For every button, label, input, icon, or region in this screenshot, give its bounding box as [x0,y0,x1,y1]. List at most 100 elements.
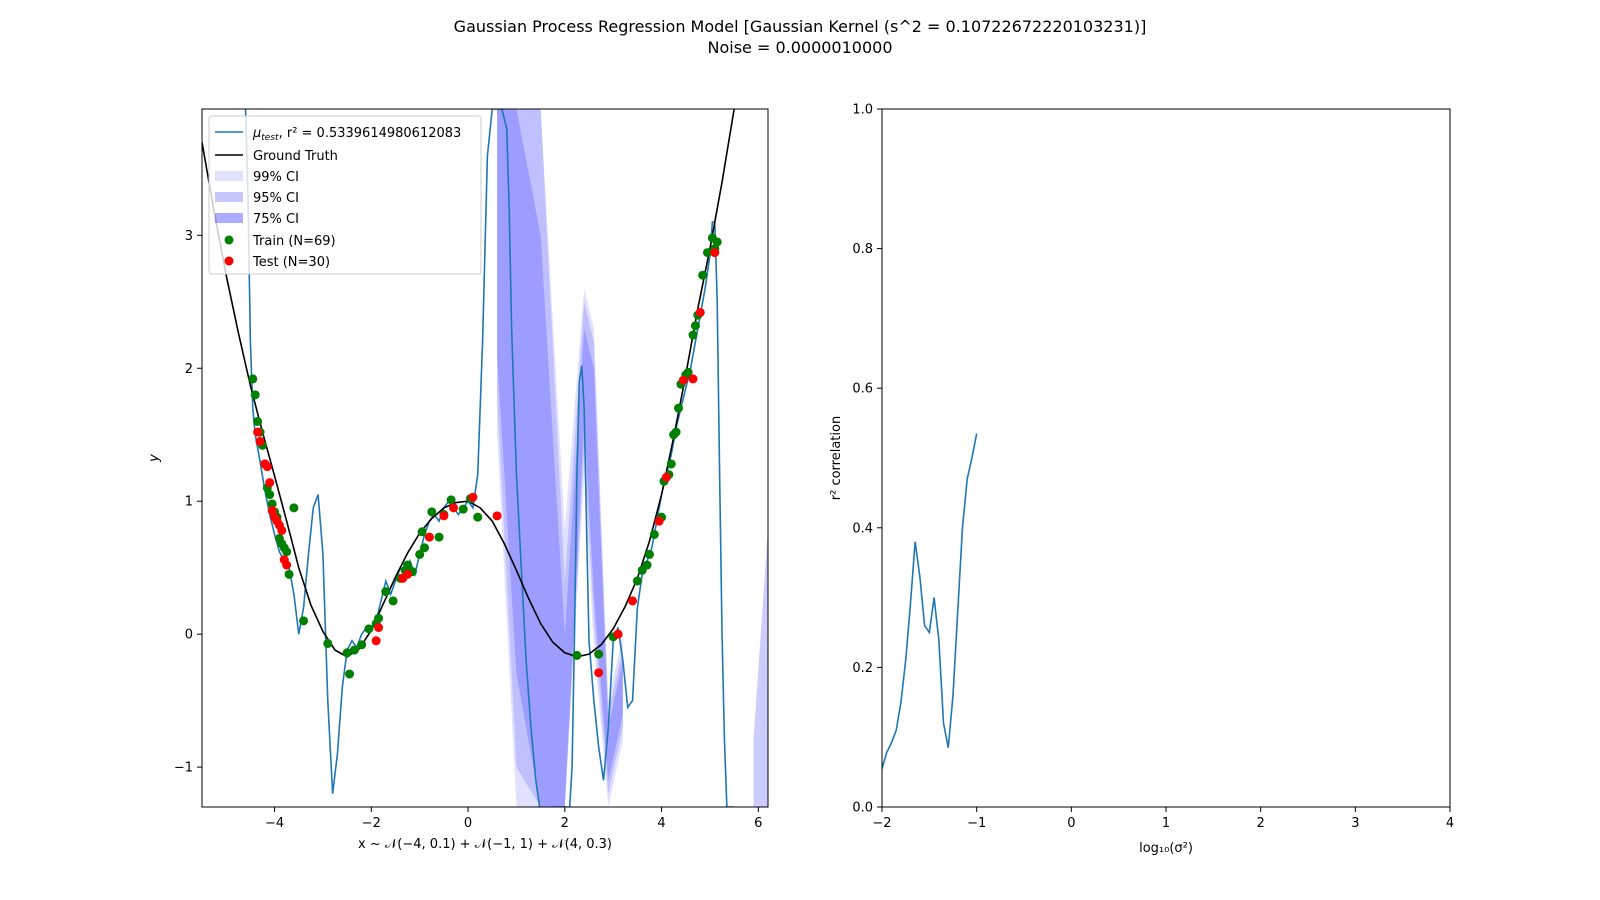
test-point [678,375,688,385]
left-y-axis-label: y [147,454,162,463]
y-tick-label: 0.4 [852,521,873,536]
x-tick-label: −2 [362,816,381,831]
test-point [371,636,381,646]
ci-band-99 [497,109,623,807]
test-point [277,525,287,535]
legend-swatch-ci99 [215,171,243,181]
right-y-axis-label: r² correlation [829,416,844,500]
test-point [424,532,434,542]
train-point [299,616,309,626]
train-point [458,504,468,514]
x-tick-label: 4 [657,816,665,831]
train-point [282,547,292,557]
y-tick-label: 3 [185,229,193,244]
test-point [710,248,720,258]
train-point [632,576,642,586]
test-point [661,472,671,482]
train-point [446,495,456,505]
legend-test-label: Test (N=30) [252,255,330,270]
train-point [357,640,367,650]
train-point [420,543,430,553]
legend-box [208,115,482,275]
legend-swatch-test [224,256,234,266]
train-point [666,459,676,469]
legend-swatch-train [224,235,234,245]
x-tick-label: 0 [464,816,472,831]
test-point [628,596,638,606]
x-tick-label: 3 [1351,816,1359,831]
test-point [282,560,292,570]
y-tick-label: 1 [185,495,193,510]
test-point [688,374,698,384]
train-point [345,669,355,679]
train-point [644,549,654,559]
train-point [473,512,483,522]
train-point [265,490,275,500]
train-point [364,624,374,634]
left-plot-frame [201,108,769,808]
test-point [374,623,384,633]
train-point [253,416,263,426]
test-point [594,668,604,678]
x-tick-label: 4 [1446,816,1454,831]
train-point [415,549,425,559]
legend-train-label: Train (N=69) [252,234,336,249]
legend-model-label: μtest, r² = 0.5339614980612083 [252,126,461,143]
y-tick-label: −1 [174,761,193,776]
train-point [323,638,333,648]
train-point [698,270,708,280]
y-tick-label: 2 [185,362,193,377]
train-point [374,613,384,623]
train-point [703,248,713,258]
y-tick-label: 0.6 [852,382,873,397]
model-mean-line [244,109,735,807]
train-point [671,427,681,437]
x-tick-label: −1 [967,816,986,831]
train-point [434,532,444,542]
train-point [712,237,722,247]
x-tick-label: 0 [1067,816,1075,831]
legend-ci75-label: 75% CI [253,212,299,227]
test-point [265,478,275,488]
test-point [695,307,705,317]
left-x-axis-label: x ~ 𝒩(−4, 0.1) + 𝒩(−1, 1) + 𝒩(4, 0.3) [358,837,612,852]
train-point [388,596,398,606]
legend: μtest, r² = 0.5339614980612083 Ground Tr… [208,115,482,275]
train-point [642,560,652,570]
ci-band-edge [753,527,768,807]
train-point [349,645,359,655]
test-point [253,427,263,437]
test-point [492,511,502,521]
train-point [381,587,391,597]
train-point [688,330,698,340]
train-point [683,367,693,377]
test-point [468,492,478,502]
test-point [654,516,664,526]
x-tick-label: 1 [1162,816,1170,831]
train-point [427,507,437,517]
legend-truth-label: Ground Truth [253,149,338,164]
legend-ci99-label: 99% CI [253,170,299,185]
y-tick-label: 0.2 [852,661,873,676]
left-plot: −4 −2 0 2 4 6 −1 0 1 2 3 x ~ 𝒩(−4, 0.1) + 𝒩(−1, 1… [147,108,769,852]
right-x-axis-label: log₁₀(σ²) [1139,841,1193,856]
y-tick-label: 0.8 [852,242,873,257]
x-tick-label: 6 [754,816,762,831]
scatter-points [248,233,722,679]
train-point [289,503,299,513]
train-point [417,527,427,537]
figure-subtitle: Noise = 0.0000010000 [707,38,892,57]
test-point [439,511,449,521]
right-plot: −2 −1 0 1 2 3 4 0.0 0.2 0.4 0.6 0.8 1.0 log₁₀(σ²) r… [829,103,1454,857]
y-tick-label: 0 [185,628,193,643]
legend-swatch-ci95 [215,192,243,202]
test-point [613,629,623,639]
x-tick-label: 2 [561,816,569,831]
train-point [674,403,684,413]
test-point [403,569,413,579]
x-tick-label: −4 [265,816,284,831]
train-point [342,648,352,658]
ci-band-75 [497,109,623,807]
ci-band-95 [497,109,623,807]
